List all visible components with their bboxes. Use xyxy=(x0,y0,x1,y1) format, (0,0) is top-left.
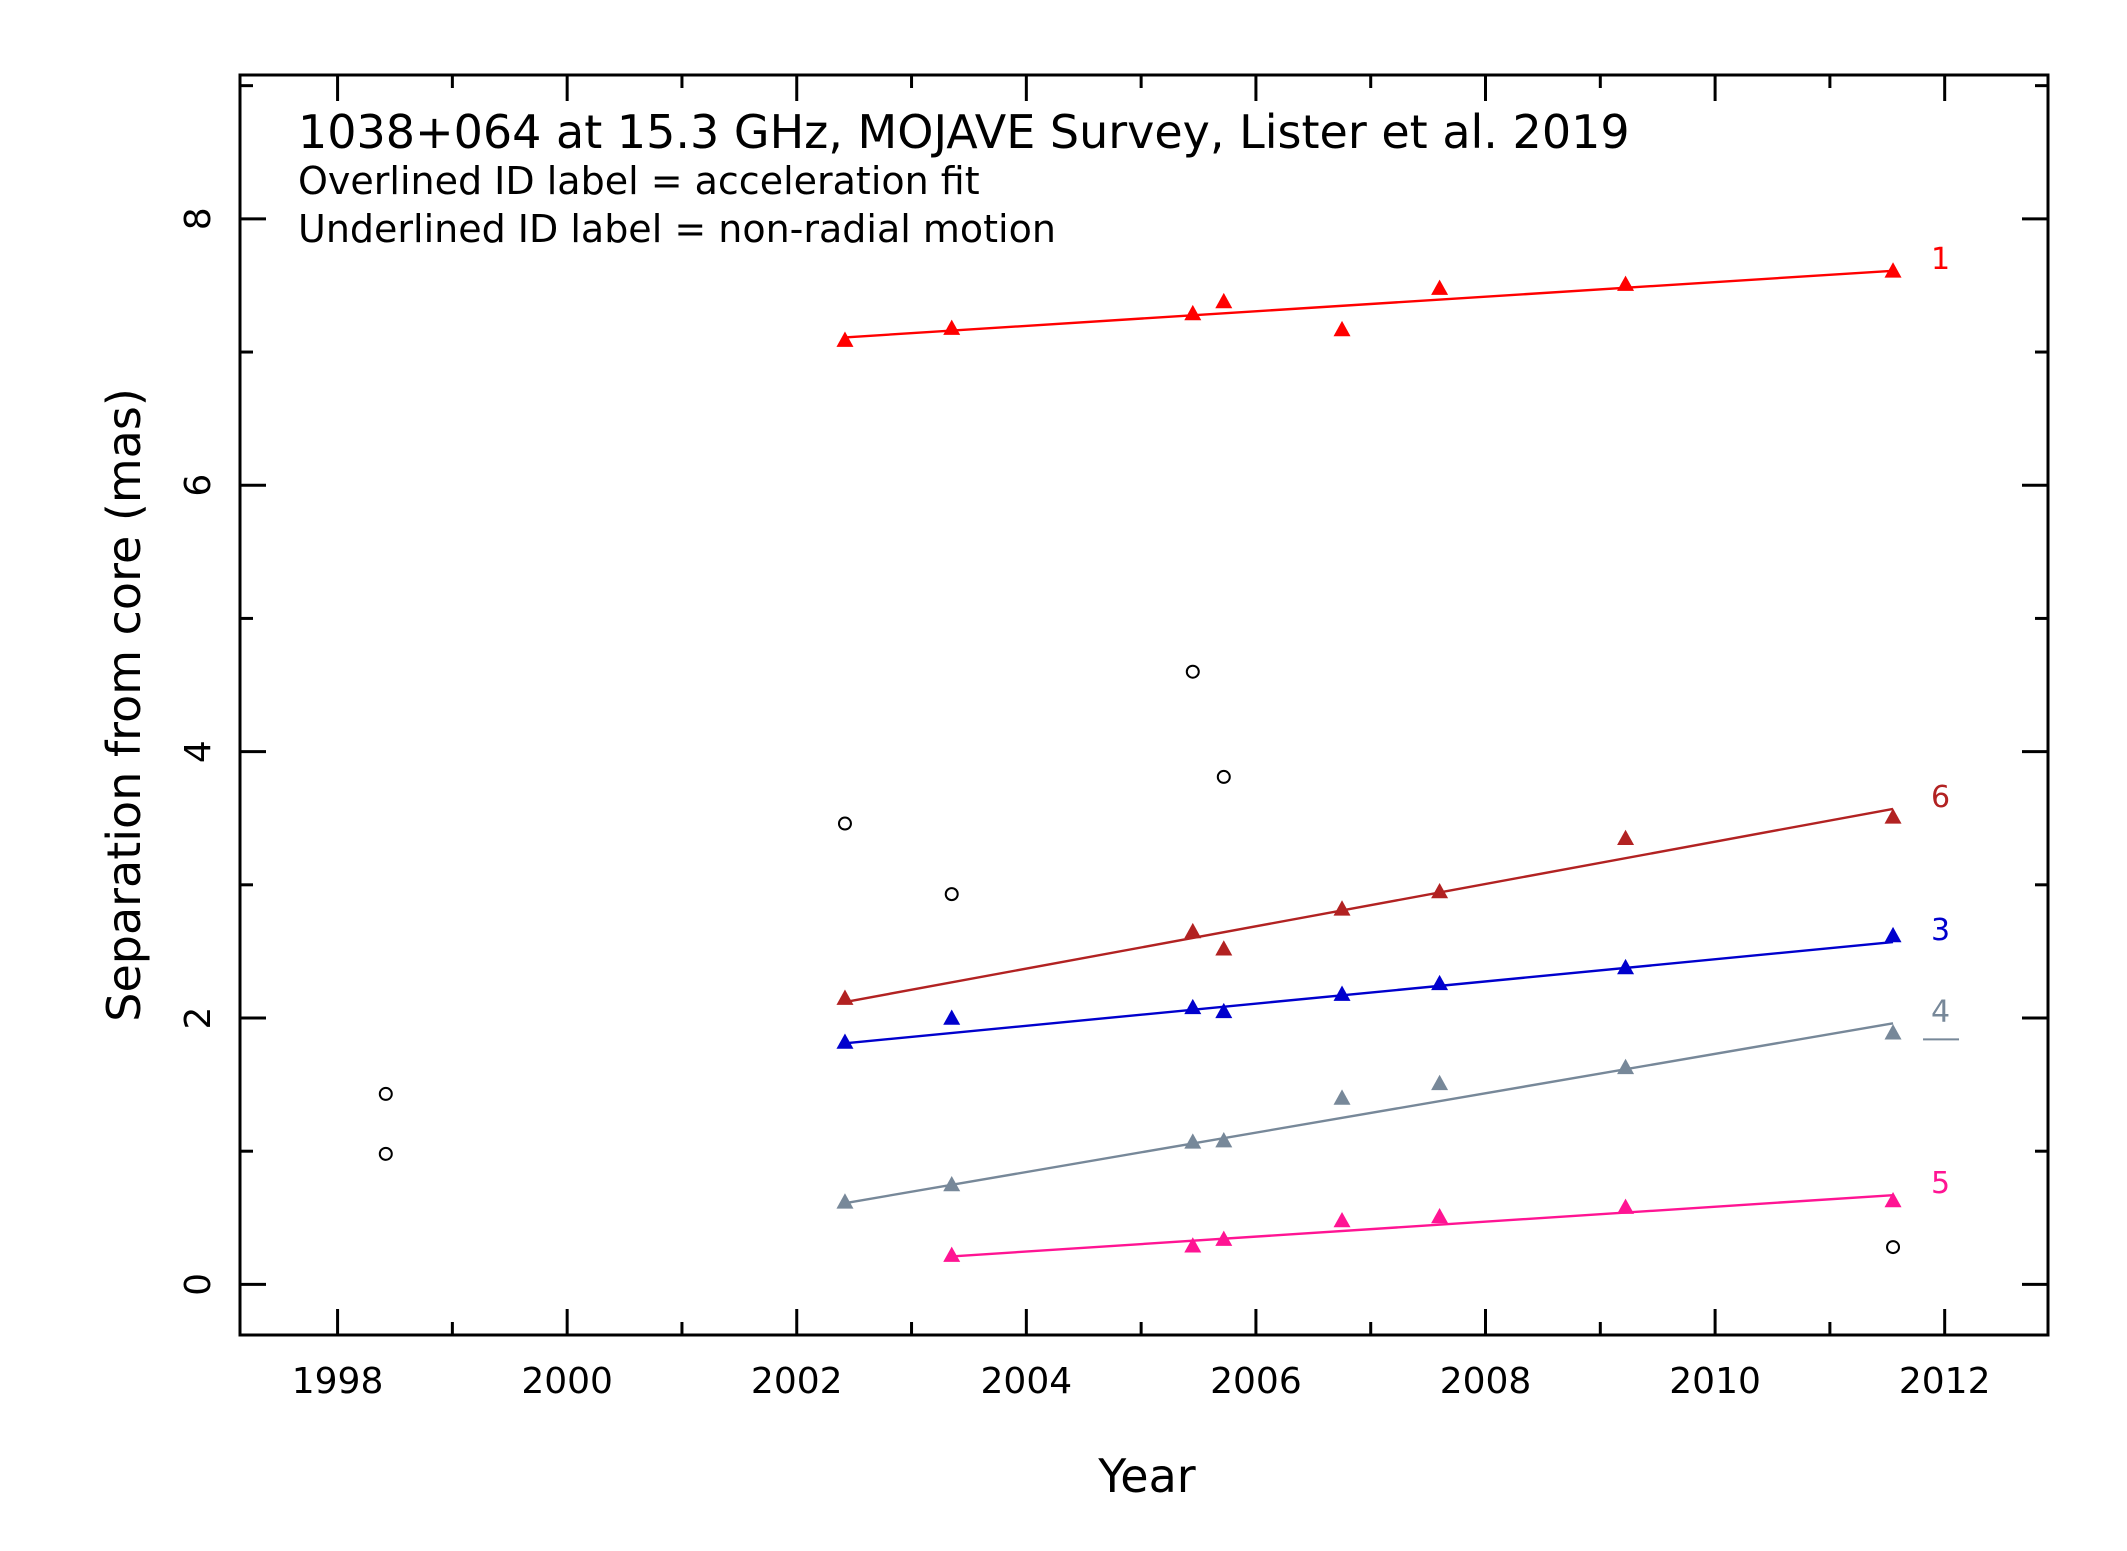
x-tick-label: 2006 xyxy=(1210,1361,1302,1402)
series-label: 1 xyxy=(1931,242,1950,277)
x-tick-label: 2004 xyxy=(981,1361,1073,1402)
data-point-triangle xyxy=(1333,1089,1351,1105)
x-tick-label: 2008 xyxy=(1440,1361,1532,1402)
fit-line xyxy=(844,940,1894,1045)
y-tick-label: 2 xyxy=(178,1007,219,1030)
data-point-triangle xyxy=(1184,998,1202,1015)
data-point-circle xyxy=(378,1086,393,1101)
data-point-triangle xyxy=(1617,829,1635,845)
data-point-triangle xyxy=(1431,1207,1449,1224)
data-point-triangle xyxy=(1184,922,1202,939)
data-point-circle xyxy=(1886,1240,1901,1255)
fit-line xyxy=(844,1022,1894,1205)
data-point-triangle xyxy=(836,1033,854,1049)
data-point-triangle xyxy=(1215,292,1233,309)
data-point-triangle xyxy=(1431,1074,1449,1091)
data-point-triangle xyxy=(1184,1133,1202,1149)
x-tick-label: 2010 xyxy=(1669,1361,1761,1402)
plot-frame xyxy=(238,73,2050,1337)
x-tick-label: 2012 xyxy=(1899,1361,1991,1402)
fit-lines xyxy=(844,269,1894,1258)
data-point-triangle xyxy=(943,1175,961,1192)
data-point-triangle xyxy=(1184,304,1202,321)
y-tick-label: 6 xyxy=(178,474,219,497)
data-point-circle xyxy=(378,1146,393,1161)
data-point-circle xyxy=(837,816,852,831)
data-point-triangle xyxy=(1617,1058,1635,1075)
y-axis-title: Separation from core (mas) xyxy=(97,388,151,1022)
data-point-triangle xyxy=(836,1193,854,1209)
series-label: 6 xyxy=(1931,780,1950,815)
data-point-circle xyxy=(1185,664,1200,679)
data-point-triangle xyxy=(836,331,854,347)
data-point-triangle xyxy=(1617,958,1635,975)
fit-line xyxy=(844,807,1894,1004)
data-point-triangle xyxy=(943,319,961,335)
data-point-triangle xyxy=(1617,1198,1635,1214)
data-point-triangle xyxy=(1431,882,1449,899)
data-point-triangle xyxy=(943,1009,961,1025)
axis-ticks: 1998 2000 2002 2004 2006 2008 2010 2012 0 2 4 6 8 xyxy=(178,75,2048,1402)
fit-line xyxy=(951,1193,1894,1258)
fit-line xyxy=(844,269,1894,339)
data-point-triangle xyxy=(1884,926,1902,943)
data-point-circle xyxy=(944,887,959,902)
data-point-triangle xyxy=(1184,1237,1202,1253)
data-point-triangle xyxy=(1215,1132,1233,1148)
data-point-triangle xyxy=(1215,1002,1233,1019)
y-tick-label: 0 xyxy=(178,1273,219,1296)
data-point-triangle xyxy=(1215,1230,1233,1246)
data-point-circle xyxy=(1216,769,1231,784)
x-tick-label: 1998 xyxy=(292,1361,384,1402)
data-points xyxy=(378,262,1902,1262)
series-label: 3 xyxy=(1931,913,1950,948)
data-point-triangle xyxy=(1333,985,1351,1001)
data-point-triangle xyxy=(1884,1191,1902,1208)
data-point-triangle xyxy=(943,1246,961,1262)
data-point-triangle xyxy=(1884,262,1902,278)
data-point-triangle xyxy=(1333,320,1351,337)
data-point-triangle xyxy=(1884,808,1902,824)
data-point-triangle xyxy=(1333,900,1351,916)
data-point-triangle xyxy=(1617,275,1635,291)
y-tick-label: 4 xyxy=(178,740,219,763)
data-point-triangle xyxy=(1431,974,1449,991)
annotation-non-radial: Underlined ID label = non-radial motion xyxy=(298,207,1056,251)
data-point-triangle xyxy=(1431,279,1449,295)
data-point-triangle xyxy=(1333,1211,1351,1228)
annotation-acceleration: Overlined ID label = acceleration fit xyxy=(298,159,980,203)
x-axis-title: Year xyxy=(1097,1449,1195,1503)
data-point-triangle xyxy=(836,989,854,1005)
series-label: 5 xyxy=(1931,1166,1950,1201)
series-labels: 1 6 3 4 5 xyxy=(1923,242,1960,1201)
x-tick-label: 2002 xyxy=(751,1361,843,1402)
data-point-triangle xyxy=(1215,940,1233,956)
data-point-triangle xyxy=(1884,1024,1902,1040)
y-tick-label: 8 xyxy=(178,207,219,230)
series-label: 4 xyxy=(1931,994,1950,1029)
x-tick-label: 2000 xyxy=(521,1361,613,1402)
chart-title: 1038+064 at 15.3 GHz, MOJAVE Survey, Lis… xyxy=(298,105,1630,159)
